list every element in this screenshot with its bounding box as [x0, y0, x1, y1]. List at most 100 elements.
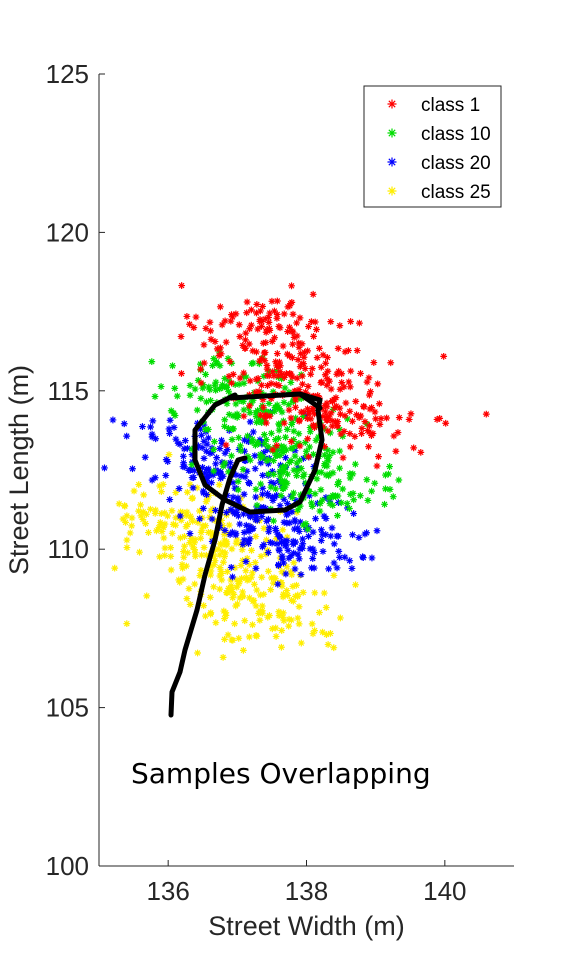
data-point — [227, 582, 235, 590]
data-point — [213, 468, 221, 476]
data-point — [346, 407, 354, 415]
data-point — [167, 553, 175, 560]
data-point — [176, 512, 184, 520]
data-point — [225, 387, 232, 395]
data-point — [321, 451, 329, 459]
data-point — [318, 531, 326, 539]
data-point — [275, 561, 282, 569]
data-point — [330, 644, 338, 652]
data-point — [300, 353, 308, 361]
data-point — [386, 485, 394, 493]
data-point — [288, 421, 296, 428]
data-point — [234, 512, 242, 520]
series-class-1 — [177, 282, 490, 470]
data-point — [224, 355, 232, 362]
data-point — [276, 534, 284, 541]
data-point — [148, 476, 156, 484]
data-point — [269, 446, 277, 454]
data-point — [293, 374, 301, 382]
data-point — [288, 298, 296, 306]
data-point — [221, 422, 228, 430]
data-point — [147, 505, 154, 513]
data-point — [216, 362, 224, 370]
data-point — [185, 585, 193, 593]
data-point — [255, 388, 263, 395]
data-point — [328, 524, 336, 532]
data-point — [204, 434, 212, 442]
data-point — [216, 445, 224, 452]
data-point — [289, 354, 296, 362]
data-point — [202, 498, 210, 506]
data-point — [245, 633, 253, 641]
data-point — [179, 564, 187, 572]
data-point — [298, 360, 306, 368]
data-point — [280, 537, 288, 545]
data-point — [213, 454, 221, 462]
data-point — [344, 415, 351, 423]
data-point — [255, 609, 263, 617]
data-point — [292, 414, 300, 422]
data-point — [268, 337, 276, 345]
data-point — [200, 544, 208, 551]
data-point — [246, 325, 254, 333]
data-point — [229, 493, 237, 501]
data-point — [257, 552, 265, 560]
data-point — [197, 395, 205, 402]
data-point — [291, 447, 299, 455]
data-point — [205, 383, 213, 391]
data-point — [212, 460, 220, 468]
data-point — [295, 528, 303, 535]
data-point — [275, 608, 283, 616]
data-point — [207, 397, 214, 404]
data-point — [368, 404, 375, 411]
data-point — [214, 545, 222, 553]
data-point — [382, 485, 389, 493]
data-point — [252, 513, 260, 521]
data-point — [232, 539, 240, 547]
data-point — [212, 466, 220, 474]
data-point — [299, 544, 306, 552]
data-point — [211, 338, 219, 345]
data-point — [297, 350, 305, 358]
data-point — [190, 539, 198, 547]
data-point — [207, 562, 215, 570]
data-point — [180, 459, 187, 467]
data-point — [302, 479, 310, 487]
data-point — [242, 574, 250, 581]
data-point — [265, 318, 273, 326]
data-point — [252, 564, 260, 572]
data-point — [308, 564, 315, 572]
data-point — [297, 465, 305, 472]
data-point — [207, 327, 215, 335]
data-point — [376, 421, 384, 428]
data-point — [290, 333, 298, 341]
data-point — [365, 428, 373, 436]
data-point — [235, 634, 243, 642]
data-point — [336, 426, 344, 433]
data-point — [371, 479, 379, 487]
data-point — [239, 465, 247, 473]
data-point — [382, 471, 389, 479]
data-point — [340, 383, 348, 391]
data-point — [256, 418, 264, 426]
data-point — [236, 442, 244, 450]
legend-label: class 25 — [421, 182, 491, 203]
data-point — [329, 502, 337, 509]
data-point — [180, 533, 188, 540]
data-point — [203, 398, 210, 406]
data-point — [238, 574, 245, 582]
data-point — [357, 370, 364, 377]
data-point — [320, 512, 328, 520]
data-point — [282, 570, 290, 578]
data-point — [192, 313, 200, 321]
data-point — [289, 340, 297, 348]
data-point — [264, 613, 272, 621]
data-point — [223, 384, 230, 391]
data-point — [236, 333, 244, 341]
data-point — [200, 437, 208, 445]
data-point — [273, 350, 281, 357]
data-point — [111, 564, 119, 572]
data-point — [381, 500, 388, 508]
data-point — [211, 381, 219, 389]
data-point — [273, 401, 281, 409]
